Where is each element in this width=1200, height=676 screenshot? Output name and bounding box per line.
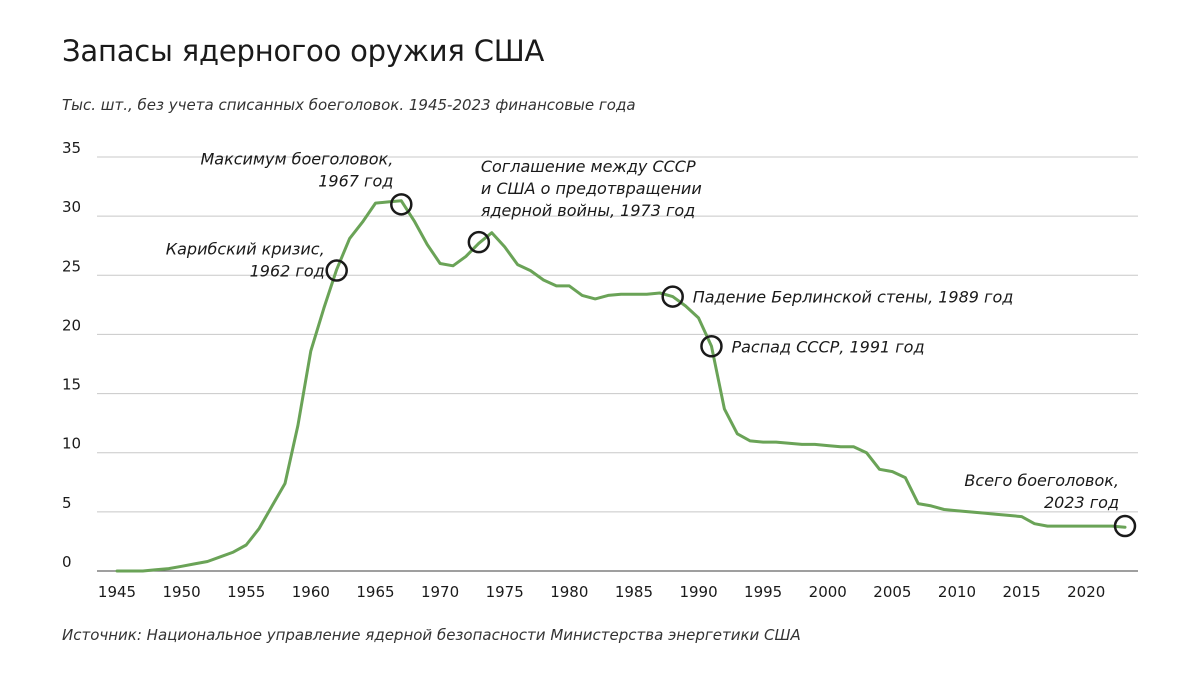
annotation-label: ядерной войны, 1973 год	[481, 201, 695, 220]
y-tick-label: 15	[62, 376, 81, 394]
x-tick-label: 1970	[421, 583, 459, 601]
y-tick-label: 30	[62, 198, 81, 216]
x-tick-label: 1965	[356, 583, 394, 601]
x-tick-label: 1985	[615, 583, 653, 601]
annotation-label: 2023 год	[1044, 493, 1119, 512]
y-tick-label: 5	[62, 494, 72, 512]
series-layer	[115, 199, 1127, 573]
annotation-label: Максимум боеголовок,	[200, 149, 393, 168]
annotation-label: Всего боеголовок,	[964, 471, 1119, 490]
y-tick-label: 10	[62, 435, 81, 453]
y-axis-ticks: 0 5 10 15 20 25 30 35	[62, 139, 81, 571]
x-tick-label: 1995	[744, 583, 782, 601]
annotation-label: 1967 год	[318, 171, 393, 190]
x-tick-label: 1960	[292, 583, 330, 601]
annotation-label: Распад СССР, 1991 год	[731, 337, 924, 356]
x-tick-label: 1945	[98, 583, 136, 601]
x-tick-label: 2020	[1067, 583, 1105, 601]
chart-source: Источник: Национальное управление ядерно…	[62, 626, 801, 644]
annotation-marker	[1113, 514, 1137, 538]
x-tick-label: 1980	[550, 583, 588, 601]
annotation-marker	[325, 259, 348, 282]
annotation-label: 1962 год	[250, 262, 325, 281]
x-tick-label: 1950	[163, 583, 201, 601]
annotation-marker	[467, 230, 491, 254]
y-tick-label: 25	[62, 257, 81, 275]
series-line	[115, 199, 1127, 573]
annotation-marker	[700, 335, 723, 358]
chart-subtitle: Тыс. шт., без учета списанных боеголовок…	[62, 96, 636, 114]
annotation-markers	[325, 193, 1137, 538]
annotation-label: Соглашение между СССР	[481, 157, 696, 176]
y-tick-label: 35	[62, 139, 81, 157]
annotation-marker	[661, 285, 684, 308]
y-tick-label: 0	[62, 553, 72, 571]
x-tick-label: 1955	[227, 583, 265, 601]
gridlines	[97, 156, 1138, 572]
x-axis-ticks: 1945 1950 1955 1960 1965 1970 1975 1980 1985 1990…	[98, 583, 1105, 601]
chart-title: Запасы ядерногоо оружия США	[62, 34, 545, 68]
x-tick-label: 2010	[938, 583, 976, 601]
y-tick-label: 20	[62, 316, 81, 334]
x-tick-label: 1975	[486, 583, 524, 601]
x-tick-label: 2005	[873, 583, 911, 601]
annotation-label: Падение Берлинской стены, 1989 год	[693, 288, 1014, 307]
annotation-marker	[390, 193, 413, 216]
x-tick-label: 2000	[809, 583, 847, 601]
annotation-label: Карибский кризис,	[166, 240, 325, 259]
annotation-labels: Карибский кризис, 1962 год Максимум боегол…	[166, 149, 1119, 512]
x-tick-label: 1990	[679, 583, 717, 601]
annotation-label: и США о предотвращении	[481, 179, 702, 198]
x-tick-label: 2015	[1003, 583, 1041, 601]
